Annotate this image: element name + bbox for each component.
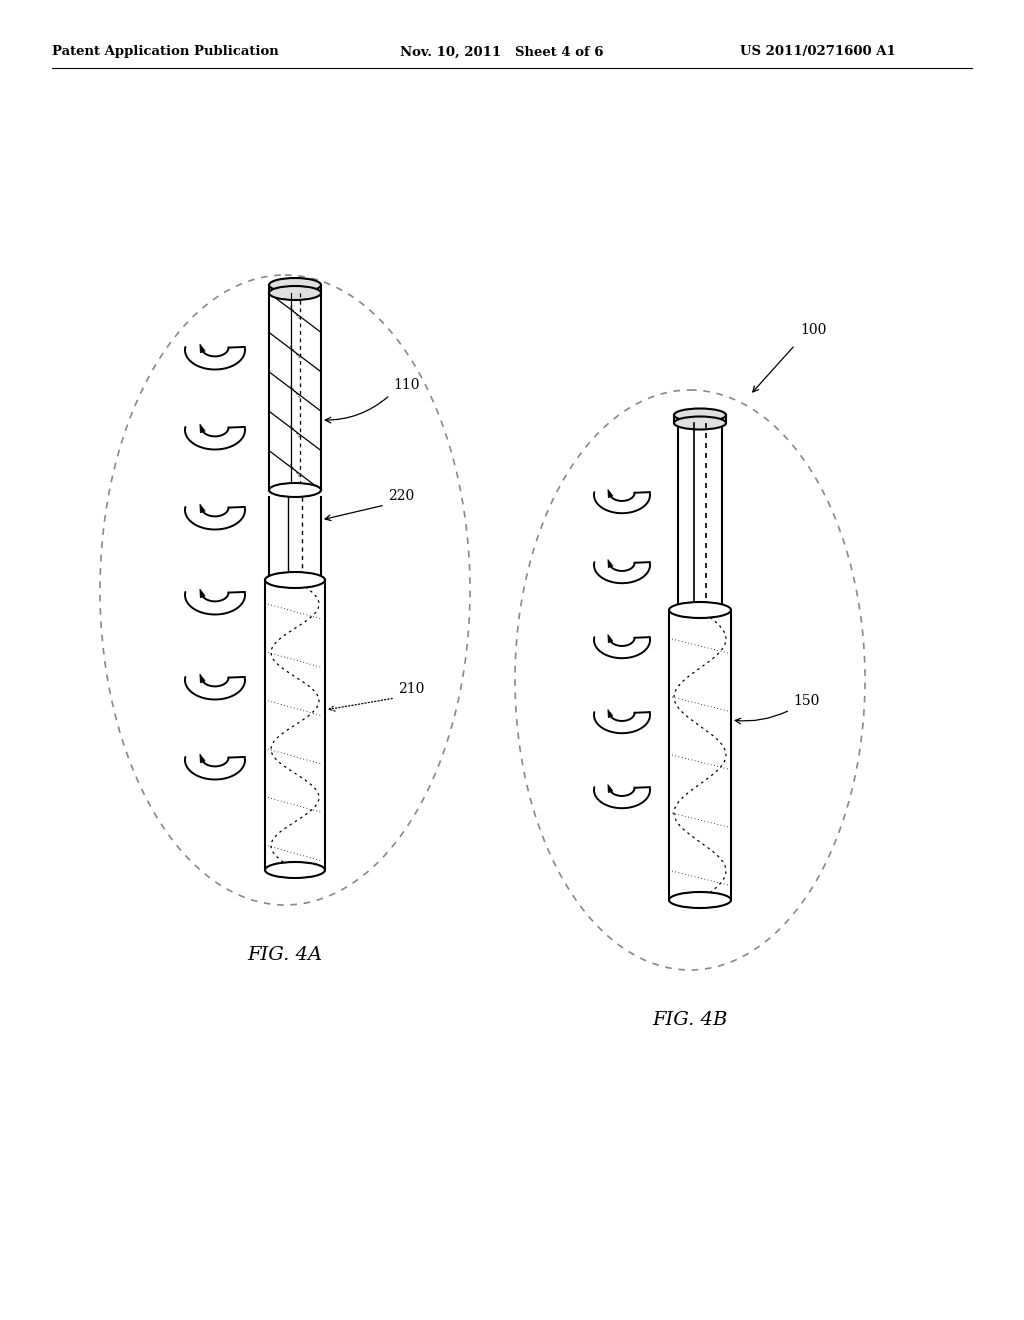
Text: FIG. 4A: FIG. 4A	[248, 946, 323, 964]
Ellipse shape	[669, 602, 731, 618]
Text: Patent Application Publication: Patent Application Publication	[52, 45, 279, 58]
Text: 150: 150	[793, 694, 819, 708]
Polygon shape	[200, 424, 205, 433]
Text: 110: 110	[393, 378, 420, 392]
Text: FIG. 4B: FIG. 4B	[652, 1011, 728, 1030]
Text: US 2011/0271600 A1: US 2011/0271600 A1	[740, 45, 896, 58]
Ellipse shape	[269, 483, 321, 498]
Polygon shape	[200, 345, 205, 352]
Polygon shape	[200, 754, 205, 763]
Polygon shape	[608, 490, 613, 498]
Ellipse shape	[674, 417, 726, 429]
Polygon shape	[608, 709, 613, 718]
Ellipse shape	[669, 892, 731, 908]
Polygon shape	[608, 635, 613, 643]
Polygon shape	[200, 504, 205, 513]
Polygon shape	[200, 675, 205, 682]
Polygon shape	[608, 784, 613, 792]
Polygon shape	[200, 589, 205, 598]
Ellipse shape	[265, 862, 325, 878]
Text: 210: 210	[398, 682, 424, 696]
Ellipse shape	[265, 572, 325, 587]
Ellipse shape	[269, 286, 321, 300]
Ellipse shape	[674, 408, 726, 421]
Polygon shape	[608, 560, 613, 568]
Ellipse shape	[269, 279, 321, 292]
Text: 100: 100	[800, 323, 826, 337]
Text: 220: 220	[388, 488, 415, 503]
Text: Nov. 10, 2011   Sheet 4 of 6: Nov. 10, 2011 Sheet 4 of 6	[400, 45, 603, 58]
